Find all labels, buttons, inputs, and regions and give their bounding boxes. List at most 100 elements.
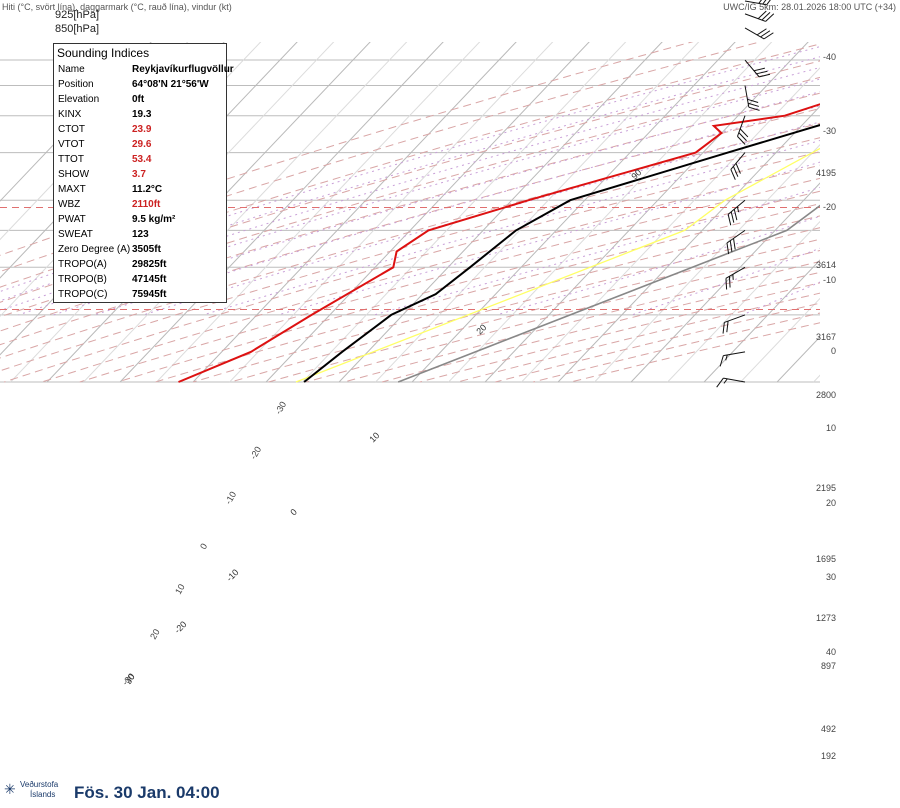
dry-adiabat (117, 190, 820, 383)
barb-flag (716, 377, 724, 388)
index-value: 23.9 (132, 124, 152, 135)
barb-flag (725, 278, 728, 290)
index-row: VTOT 29.6 (54, 137, 226, 152)
barb-flag (735, 163, 741, 174)
index-row: Zero Degree (A) 3505ft (54, 242, 226, 257)
isotherm-line (338, 42, 663, 383)
barb-flag (763, 32, 774, 40)
wind-barb (744, 0, 774, 6)
wind-barb (719, 351, 746, 367)
adiabat-label: 0 (288, 507, 299, 518)
barb-flag (753, 67, 765, 72)
index-value: 29825ft (132, 259, 167, 270)
moist-adiabat (374, 186, 820, 316)
index-value: 123 (132, 229, 149, 240)
barb-half-flag (723, 378, 728, 384)
index-value: 2110ft (132, 199, 161, 210)
index-key: Zero Degree (A) (58, 244, 131, 255)
wind-barb (744, 27, 774, 40)
isotherm-line (302, 42, 627, 383)
isotherm-line (557, 105, 820, 383)
isotherm-line (192, 42, 517, 383)
dry-adiabat (532, 312, 820, 383)
wind-barb (744, 10, 775, 22)
isotherm-line (630, 182, 820, 383)
wind-barb (722, 314, 746, 334)
index-row: TROPO(B) 47145ft (54, 272, 226, 287)
barb-half-flag (725, 354, 728, 361)
barb-flag (747, 102, 759, 107)
barb-staff (726, 229, 746, 244)
index-value: 9.5 kg/m² (132, 214, 176, 225)
barb-flag (733, 238, 736, 250)
dry-adiabat (0, 92, 820, 332)
index-row: TTOT 53.4 (54, 152, 226, 167)
index-key: TTOT (58, 154, 84, 165)
index-row: Name Reykjavíkurflugvöllur (54, 62, 234, 77)
parcel-path (397, 204, 820, 383)
index-row: Elevation 0ft (54, 92, 226, 107)
index-key: CTOT (58, 124, 86, 135)
dry-adiabat (0, 76, 820, 318)
index-row: KINX 19.3 (54, 107, 226, 122)
adiabat-label: 20 (474, 322, 488, 336)
chart-legend-text: Hiti (°C, svört lína), daggarmark (°C, r… (2, 2, 232, 12)
dry-adiabat (268, 238, 820, 383)
isotherm-line (119, 42, 444, 383)
barb-flag (728, 276, 731, 288)
index-row: CTOT 23.9 (54, 122, 226, 137)
height-label: 2800 (816, 390, 836, 400)
model-run-info: UWC/IG 5km: 28.01.2026 18:00 UTC (+34) (723, 2, 896, 12)
right-scale-label: 0 (831, 346, 836, 356)
height-label: 1695 (816, 554, 836, 564)
isotherm-line (667, 220, 820, 383)
index-value: 75945ft (132, 289, 167, 300)
isotherm-line (484, 42, 809, 383)
dry-adiabat (0, 122, 820, 359)
right-scale-label: -20 (823, 202, 836, 212)
isotherm-line (411, 42, 736, 383)
isotherm-line (740, 297, 820, 383)
isotherm-label: -30 (273, 400, 288, 416)
barb-flag (738, 132, 747, 142)
isotherm-line (703, 259, 820, 383)
index-value: 0ft (132, 94, 145, 105)
dry-adiabat (0, 43, 820, 288)
wind-barb (716, 377, 746, 388)
isotherm-label: -10 (223, 490, 238, 506)
barb-staff (723, 351, 746, 357)
isotherm-line (229, 42, 554, 383)
isotherm-label: 0 (198, 542, 209, 551)
moist-adiabat (278, 161, 820, 316)
barb-flag (727, 214, 732, 226)
pressure-label: 925[hPa] (55, 9, 99, 21)
index-key: KINX (58, 109, 82, 120)
height-label: 2195 (816, 483, 836, 493)
isotherm-line (83, 42, 408, 383)
index-key: TROPO(B) (58, 274, 107, 285)
barb-flag (730, 211, 735, 223)
height-label: 492 (821, 724, 836, 734)
moist-adiabat (0, 56, 820, 302)
temperature-line (303, 123, 820, 383)
logo-line1: Veðurstofa (20, 780, 59, 789)
barb-flag (726, 321, 729, 333)
wind-barb (737, 115, 749, 145)
logo-line2: Íslands (30, 790, 56, 799)
barb-flag (765, 13, 775, 22)
sounding-indices-panel: Sounding Indices Name Reykjavíkurflugvöll… (53, 43, 234, 303)
right-scale-label: -40 (823, 52, 836, 62)
isotherm-label: 10 (173, 582, 187, 596)
height-label: 4195 (816, 168, 836, 178)
index-value: 64°08'N 21°56'W (132, 79, 209, 90)
adiabat-label: -10 (224, 567, 240, 583)
index-value: 47145ft (132, 274, 167, 285)
index-key: MAXT (58, 184, 86, 195)
wind-barb (726, 229, 746, 255)
dry-adiabat (192, 215, 820, 383)
index-key: SHOW (58, 169, 90, 180)
isotherm-line (850, 1, 900, 382)
height-label: 897 (821, 661, 836, 671)
isotherm-line (156, 42, 481, 383)
index-value: 53.4 (132, 154, 152, 165)
